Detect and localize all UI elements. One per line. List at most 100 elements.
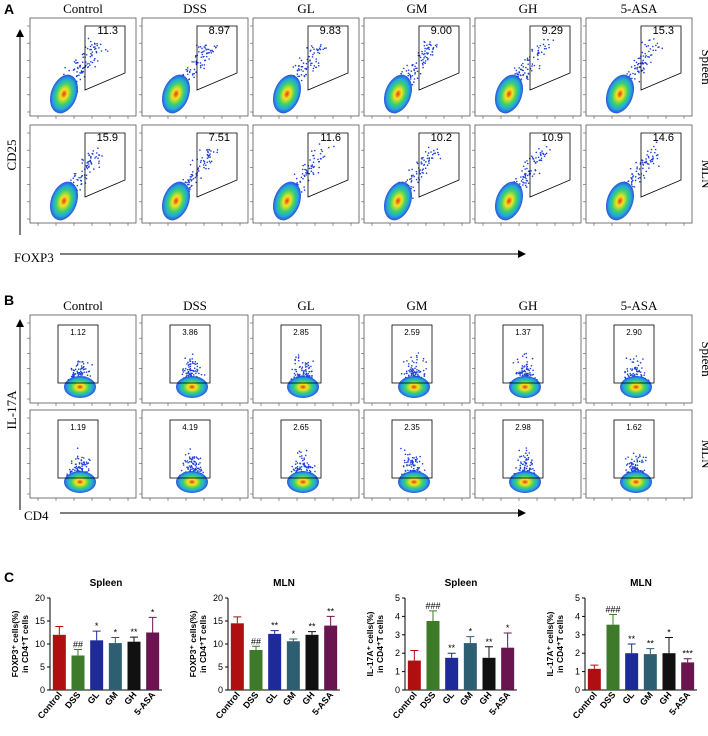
cell-dot	[84, 463, 87, 466]
bar	[127, 641, 141, 690]
y-tick-label: 5	[575, 593, 580, 603]
cell-dot	[72, 181, 75, 184]
cell-dot	[413, 68, 415, 70]
cell-dot	[531, 463, 533, 466]
cell-dot	[632, 452, 635, 455]
cell-dot	[421, 169, 424, 171]
cell-dot	[637, 370, 640, 373]
cell-dot	[205, 55, 208, 58]
cell-dot	[415, 67, 417, 70]
cell-dot	[428, 162, 430, 164]
cell-dot	[413, 78, 416, 80]
cell-dot	[305, 449, 308, 452]
row-label: Spleen	[699, 49, 708, 85]
y-tick-label: 4	[395, 611, 400, 621]
cell-dot	[191, 174, 194, 177]
cell-dot	[540, 152, 542, 154]
cell-dot	[425, 56, 428, 59]
cell-dot	[194, 460, 196, 463]
cell-dot	[626, 368, 629, 370]
cell-dot	[78, 368, 80, 371]
cell-dot	[529, 373, 531, 376]
cell-dot	[94, 57, 96, 60]
cell-dot	[629, 358, 632, 361]
cell-dot	[407, 469, 409, 472]
cell-dot	[300, 465, 303, 468]
x-tick-label: GL	[86, 689, 102, 705]
cell-dot	[310, 150, 313, 152]
cell-dot	[417, 467, 420, 470]
cell-dot	[410, 356, 412, 359]
cell-dot	[411, 461, 414, 464]
cell-dot	[540, 159, 542, 162]
cell-dot	[79, 373, 82, 376]
cell-dot	[184, 357, 186, 360]
cell-dot	[200, 468, 202, 471]
cell-dot	[635, 61, 638, 64]
cell-dot	[423, 375, 426, 377]
cell-dot	[186, 363, 188, 365]
cell-dot	[636, 458, 638, 460]
dot-cloud	[49, 147, 103, 221]
significance: **	[308, 622, 316, 632]
gate	[169, 419, 211, 479]
cell-dot	[79, 188, 81, 191]
dot-cloud	[398, 447, 430, 493]
dot-cloud	[620, 355, 652, 398]
y-tick-label: 5	[395, 593, 400, 603]
cell-dot	[521, 355, 524, 357]
cell-dot	[74, 373, 77, 375]
cell-dot	[648, 56, 651, 58]
cell-dot	[525, 182, 527, 184]
cell-dot	[188, 461, 191, 463]
cell-dot	[77, 371, 79, 374]
cell-dot	[304, 454, 307, 457]
error-bar	[252, 645, 260, 650]
cell-dot	[641, 367, 643, 369]
cell-dot	[629, 465, 632, 467]
cell-dot	[646, 154, 648, 156]
cell-dot	[417, 181, 419, 184]
cell-dot	[631, 467, 634, 470]
cell-dot	[409, 368, 412, 371]
cell-dot	[88, 62, 90, 65]
cell-dot	[430, 53, 432, 56]
cell-dot	[307, 373, 310, 375]
cell-dot	[81, 373, 84, 375]
cell-dot	[213, 45, 216, 47]
x-tick-label: GH	[477, 690, 493, 707]
cell-dot	[87, 163, 90, 165]
cell-dot	[308, 469, 311, 472]
significance: *	[292, 629, 296, 639]
cell-dot	[86, 66, 89, 69]
cell-dot	[207, 148, 209, 151]
cell-dot	[548, 46, 550, 49]
cell-dot	[533, 469, 535, 472]
cell-dot	[403, 67, 405, 70]
cell-dot	[193, 456, 195, 458]
cell-dot	[191, 178, 193, 181]
cell-dot	[419, 173, 422, 175]
cell-dot	[638, 71, 640, 74]
cell-dot	[195, 372, 197, 375]
column-header: Control	[63, 298, 103, 313]
gate	[418, 25, 460, 91]
cell-dot	[210, 160, 213, 163]
cell-dot	[414, 367, 416, 370]
cell-dot	[523, 467, 526, 470]
cell-dot	[424, 167, 427, 170]
cell-dot	[538, 64, 541, 67]
cell-dot	[425, 361, 427, 363]
cell-dot	[627, 374, 630, 377]
cell-dot	[416, 77, 419, 80]
cell-dot	[195, 466, 198, 468]
bar	[286, 641, 300, 690]
cell-dot	[79, 466, 81, 469]
cell-dot	[194, 176, 197, 179]
cell-dot	[300, 74, 303, 76]
y-axis-label: IL-17A⁺ cells(%)	[365, 611, 375, 676]
cell-dot	[419, 169, 421, 171]
cell-dot	[634, 464, 637, 467]
cell-dot	[68, 69, 70, 72]
column-header: GH	[519, 298, 538, 313]
